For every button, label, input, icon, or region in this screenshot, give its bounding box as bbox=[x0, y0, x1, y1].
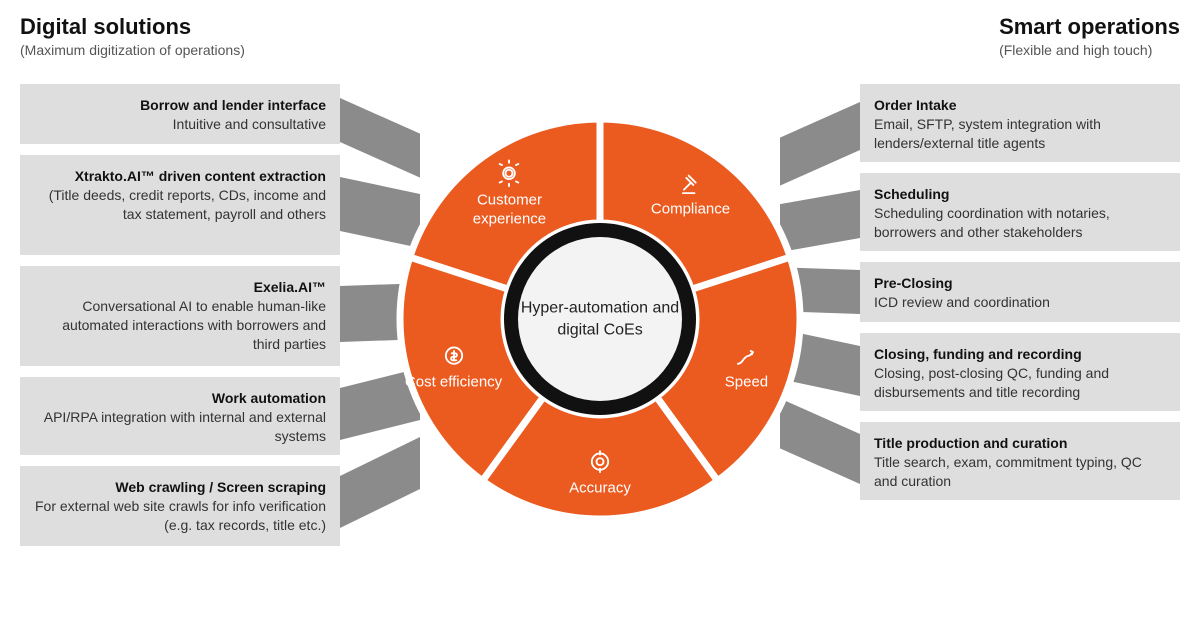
left-item-box: Exelia.AI™Conversational AI to enable hu… bbox=[20, 266, 340, 366]
item-label: Work automation bbox=[34, 389, 326, 408]
item-label: Borrow and lender interface bbox=[34, 96, 326, 115]
item-label: Order Intake bbox=[874, 96, 1166, 115]
item-desc: Intuitive and consultative bbox=[34, 115, 326, 134]
item-desc: ICD review and coordination bbox=[874, 293, 1166, 312]
left-column-title: Digital solutions bbox=[20, 14, 245, 40]
pie-hub-inner bbox=[518, 237, 682, 401]
right-item-box: Pre-ClosingICD review and coordination bbox=[860, 262, 1180, 322]
item-desc: (Title deeds, credit reports, CDs, incom… bbox=[34, 186, 326, 224]
item-desc: Scheduling coordination with notaries, b… bbox=[874, 204, 1166, 242]
item-label: Web crawling / Screen scraping bbox=[34, 478, 326, 497]
left-item-box: Xtrakto.AI™ driven content extraction(Ti… bbox=[20, 155, 340, 255]
item-desc: Conversational AI to enable human-like a… bbox=[34, 297, 326, 354]
right-column-title: Smart operations bbox=[999, 14, 1180, 40]
left-item-box: Web crawling / Screen scrapingFor extern… bbox=[20, 466, 340, 546]
item-label: Closing, funding and recording bbox=[874, 345, 1166, 364]
item-desc: Email, SFTP, system integration with len… bbox=[874, 115, 1166, 153]
item-desc: Closing, post-closing QC, funding and di… bbox=[874, 364, 1166, 402]
item-label: Title production and curation bbox=[874, 434, 1166, 453]
item-label: Pre-Closing bbox=[874, 274, 1166, 293]
left-item-box: Borrow and lender interfaceIntuitive and… bbox=[20, 84, 340, 144]
left-column-subtitle: (Maximum digitization of operations) bbox=[20, 42, 245, 58]
right-column-subtitle: (Flexible and high touch) bbox=[999, 42, 1180, 58]
left-column-heading: Digital solutions (Maximum digitization … bbox=[20, 14, 245, 58]
left-item-box: Work automationAPI/RPA integration with … bbox=[20, 377, 340, 455]
right-item-box: Title production and curationTitle searc… bbox=[860, 422, 1180, 500]
item-label: Exelia.AI™ bbox=[34, 278, 326, 297]
item-desc: API/RPA integration with internal and ex… bbox=[34, 408, 326, 446]
item-desc: Title search, exam, commitment typing, Q… bbox=[874, 453, 1166, 491]
item-label: Xtrakto.AI™ driven content extraction bbox=[34, 167, 326, 186]
diagram-stage: Digital solutions (Maximum digitization … bbox=[0, 0, 1200, 638]
right-column-heading: Smart operations (Flexible and high touc… bbox=[999, 14, 1180, 58]
center-pie: Hyper-automation and digital CoEs Custom… bbox=[390, 109, 810, 529]
item-desc: For external web site crawls for info ve… bbox=[34, 497, 326, 535]
right-item-box: SchedulingScheduling coordination with n… bbox=[860, 173, 1180, 251]
right-item-box: Closing, funding and recordingClosing, p… bbox=[860, 333, 1180, 411]
item-label: Scheduling bbox=[874, 185, 1166, 204]
pie-svg bbox=[390, 109, 810, 529]
right-item-box: Order IntakeEmail, SFTP, system integrat… bbox=[860, 84, 1180, 162]
